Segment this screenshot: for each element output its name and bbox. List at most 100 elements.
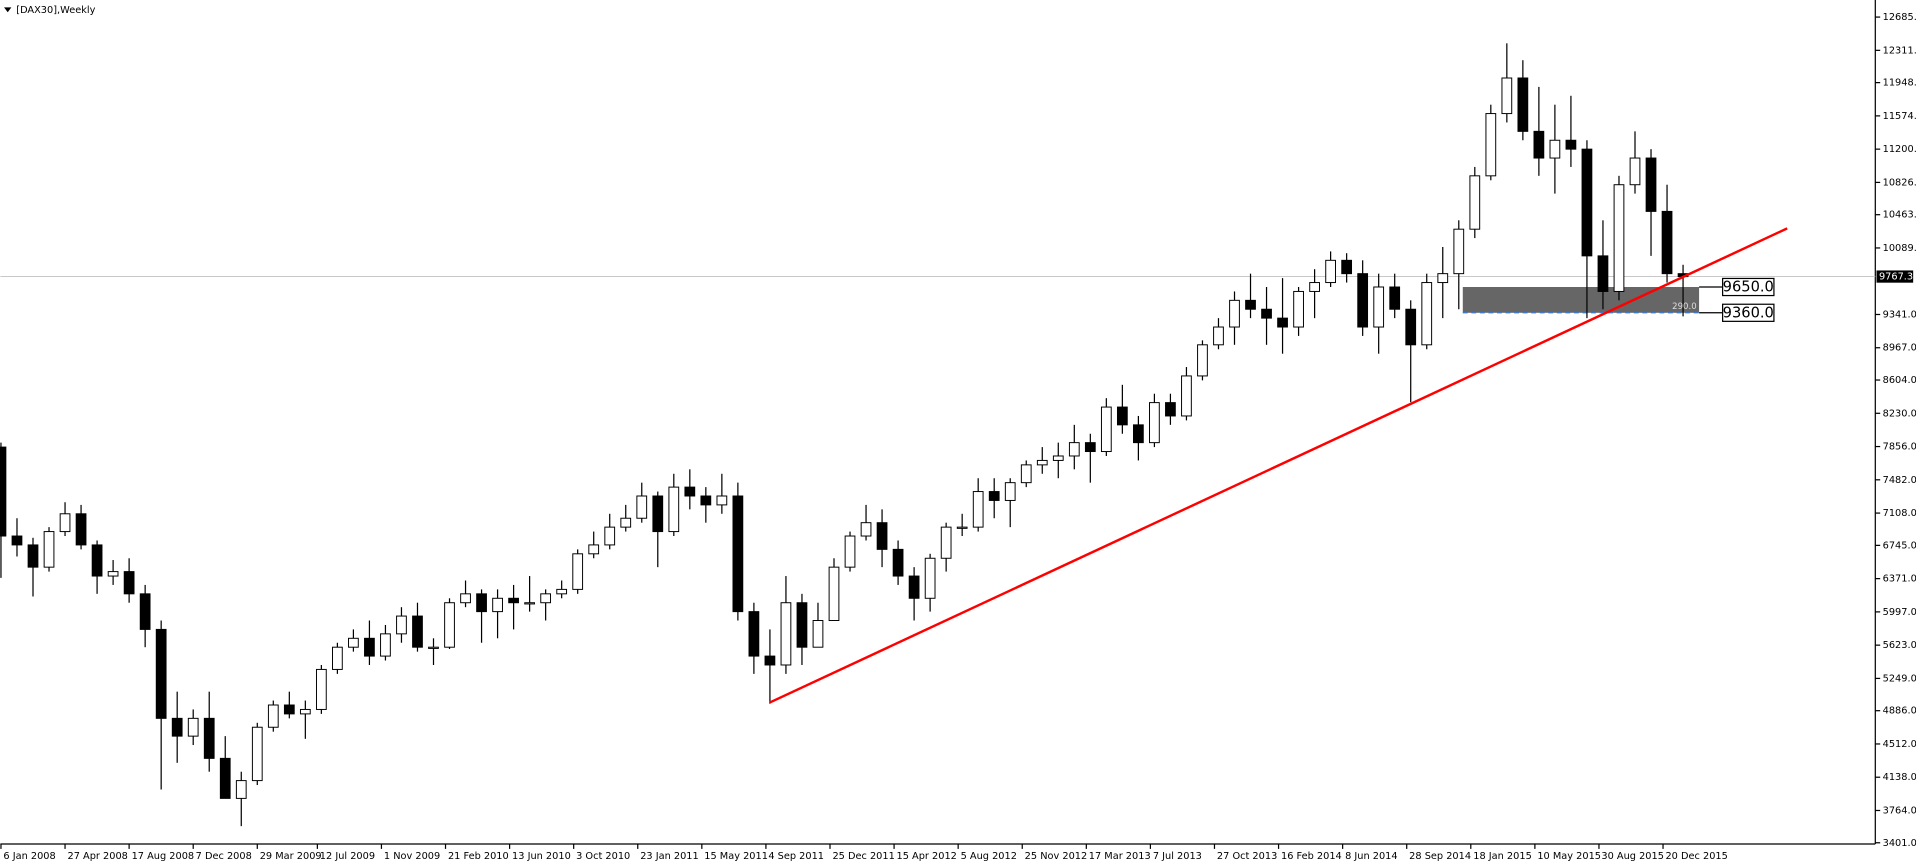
y-tick-label: 3401.0: [1883, 838, 1916, 849]
candle-body: [1517, 77, 1529, 132]
candle-body: [332, 646, 343, 670]
last-price-label: 9767.3: [1879, 272, 1913, 283]
candle-body: [780, 602, 792, 666]
x-tick-label: 15 Apr 2012: [897, 851, 957, 862]
candle-body: [652, 495, 664, 533]
y-tick-label: 8604.0: [1883, 375, 1916, 386]
candle-body: [940, 526, 952, 559]
candle-body: [1181, 375, 1192, 417]
candle-body: [764, 655, 776, 666]
x-tick-label: 12 Jul 2009: [320, 851, 375, 862]
y-tick-label: 7108.0: [1883, 508, 1916, 519]
y-tick-label: 3764.0: [1883, 805, 1916, 816]
candle-body: [1357, 273, 1369, 328]
candle-body: [396, 615, 407, 635]
candle-body: [492, 597, 503, 613]
candle-body: [1052, 455, 1064, 461]
candle-body: [1309, 282, 1320, 292]
y-tick-label: 10463.0: [1883, 210, 1916, 221]
candle-body: [956, 526, 968, 529]
candle-body: [123, 571, 135, 595]
candle-body: [892, 548, 904, 577]
x-tick-label: 25 Nov 2012: [1025, 851, 1088, 862]
zone-label-box: [1722, 303, 1775, 322]
candle-body: [219, 757, 231, 799]
candle-body: [1629, 157, 1641, 186]
zone-height-label: 290.0: [1672, 302, 1696, 312]
y-tick-label: 8967.0: [1883, 343, 1916, 354]
candle-body: [988, 491, 1000, 501]
candle-body: [75, 513, 87, 546]
candle-body: [315, 668, 327, 710]
candle-body: [572, 553, 584, 590]
x-tick-label: 16 Feb 2014: [1281, 851, 1342, 862]
candle-body: [1469, 175, 1481, 230]
candle-body: [1261, 308, 1272, 319]
candle-body: [1405, 308, 1417, 346]
candle-body: [972, 491, 984, 528]
candle-body: [1389, 286, 1401, 310]
plot: 12685.0 12311.0 11948.0 11574.0 11200.0 10826…: [0, 12, 1916, 862]
y-tick-label: 9341.0: [1883, 309, 1916, 320]
y-tick-label: 5623.0: [1883, 640, 1916, 651]
candle-body: [267, 704, 279, 728]
x-tick-label: 28 Sep 2014: [1409, 851, 1471, 862]
y-tick-label: 10826.0: [1883, 177, 1916, 188]
y-tick-label: 4886.0: [1883, 706, 1916, 717]
menu-arrow[interactable]: [4, 7, 12, 13]
candle-body: [107, 571, 119, 577]
candle-body: [139, 593, 151, 630]
trendline: [769, 227, 1788, 704]
candle-body: [1293, 290, 1304, 328]
candle-body: [1004, 482, 1016, 501]
x-tick-label: 6 Jan 2008: [3, 851, 55, 862]
x-tick-label: 27 Oct 2013: [1217, 851, 1277, 862]
y-tick-label: 10089.0: [1883, 243, 1916, 254]
candle-body: [1565, 139, 1577, 150]
candle-body: [428, 646, 439, 649]
x-tick-label: 15 May 2011: [704, 851, 768, 862]
candle-body: [668, 486, 680, 533]
last-price-tag: [1876, 270, 1914, 283]
candle-body: [251, 726, 263, 782]
x-tick-label: 21 Feb 2010: [448, 851, 509, 862]
candle-body: [364, 637, 375, 657]
candle-body: [1213, 326, 1224, 346]
candle-body: [1229, 299, 1240, 328]
candle-body: [1437, 273, 1449, 284]
candle-body: [1341, 259, 1353, 275]
candle-body: [620, 517, 632, 528]
candle-body: [716, 495, 728, 506]
candle-body: [508, 597, 519, 604]
candle-body: [1645, 157, 1657, 212]
candle-body: [1325, 259, 1336, 284]
candle-body: [460, 593, 471, 604]
candle-body: [1597, 255, 1609, 292]
x-tick-label: 5 Aug 2012: [961, 851, 1017, 862]
x-tick-label: 1 Nov 2009: [384, 851, 440, 862]
x-tick-label: 27 Apr 2008: [67, 851, 127, 862]
candle-body: [908, 575, 920, 599]
candle-body: [1020, 464, 1032, 484]
candle-body: [380, 633, 391, 657]
candle-body: [876, 522, 888, 550]
y-tick-label: 7482.0: [1883, 475, 1916, 486]
candle-body: [1197, 344, 1208, 377]
candle-body: [1373, 286, 1385, 328]
candle-body: [187, 717, 199, 737]
x-tick-label: 20 Dec 2015: [1665, 851, 1727, 862]
candle-body: [1501, 77, 1513, 115]
zone-label: 9360.0: [1723, 304, 1774, 321]
support-zone: [1462, 287, 1700, 313]
candle-body: [1149, 402, 1160, 444]
candle-body: [924, 557, 936, 599]
x-tick-label: 18 Jan 2015: [1473, 851, 1532, 862]
candle-body: [0, 446, 7, 537]
x-tick-label: 10 May 2015: [1537, 851, 1601, 862]
candle-body: [11, 535, 23, 546]
candle-body: [1165, 402, 1176, 417]
candle-body: [235, 780, 247, 799]
